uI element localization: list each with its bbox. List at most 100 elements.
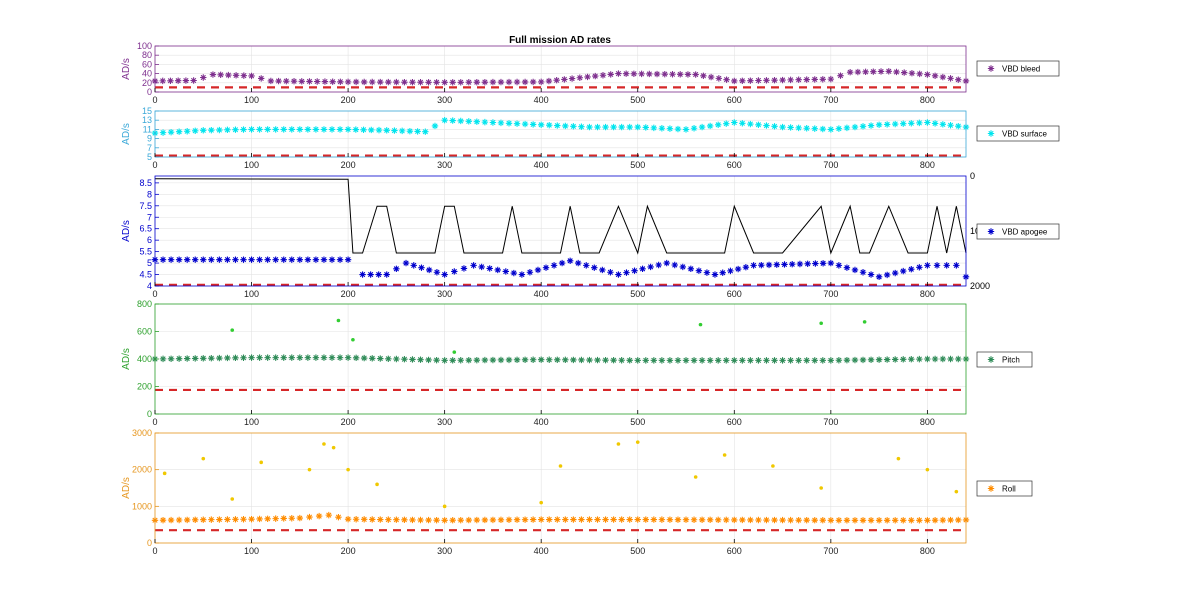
data-point bbox=[259, 460, 264, 465]
data-point bbox=[859, 356, 867, 364]
x-tick-label: 100 bbox=[244, 546, 259, 556]
data-point bbox=[561, 76, 568, 83]
data-point bbox=[248, 256, 255, 263]
data-point bbox=[658, 516, 666, 523]
data-point bbox=[634, 357, 641, 364]
data-point bbox=[529, 516, 537, 523]
data-point bbox=[473, 356, 481, 364]
data-point bbox=[288, 515, 295, 522]
data-point bbox=[418, 264, 425, 271]
data-point bbox=[216, 354, 223, 362]
data-point bbox=[224, 256, 231, 263]
data-point bbox=[258, 75, 265, 82]
data-point bbox=[908, 265, 915, 273]
data-point bbox=[208, 126, 215, 134]
data-point bbox=[607, 71, 614, 78]
data-point bbox=[901, 69, 908, 76]
data-point bbox=[393, 355, 400, 363]
data-point bbox=[731, 357, 738, 364]
data-point bbox=[924, 71, 931, 78]
data-point bbox=[441, 117, 448, 124]
legend-marker bbox=[987, 228, 995, 235]
data-point bbox=[402, 259, 410, 267]
data-point bbox=[513, 356, 521, 364]
data-point bbox=[306, 78, 313, 85]
data-point bbox=[240, 72, 248, 79]
x-tick-label: 100 bbox=[244, 160, 259, 170]
data-point bbox=[337, 78, 344, 85]
data-point bbox=[283, 77, 290, 85]
data-point bbox=[398, 127, 406, 135]
data-point bbox=[851, 266, 859, 274]
data-point bbox=[862, 320, 867, 324]
data-point bbox=[505, 78, 513, 86]
data-point bbox=[837, 72, 844, 79]
data-point bbox=[867, 122, 875, 129]
data-point bbox=[763, 122, 770, 129]
legend-box bbox=[976, 223, 1060, 240]
data-point bbox=[298, 78, 305, 85]
data-point bbox=[554, 356, 561, 364]
data-point bbox=[367, 271, 374, 278]
data-point bbox=[312, 354, 320, 361]
data-point bbox=[425, 79, 432, 86]
plot-area bbox=[155, 111, 966, 157]
data-point bbox=[804, 260, 811, 267]
y-tick-label: 4 bbox=[147, 281, 152, 291]
data-point bbox=[883, 517, 891, 524]
data-point bbox=[175, 256, 183, 263]
data-point bbox=[537, 356, 545, 363]
legend-label: Roll bbox=[1002, 485, 1016, 494]
data-point bbox=[344, 515, 352, 523]
data-point bbox=[811, 76, 818, 83]
y-tick-label: 8.5 bbox=[139, 178, 152, 188]
data-point bbox=[442, 504, 447, 509]
data-point bbox=[666, 125, 674, 132]
data-point bbox=[731, 516, 738, 524]
axes-frame bbox=[154, 110, 967, 158]
data-point bbox=[360, 126, 367, 133]
data-point bbox=[867, 517, 875, 524]
data-point bbox=[192, 256, 199, 263]
x-tick-label: 700 bbox=[823, 289, 838, 299]
data-point bbox=[546, 121, 553, 129]
data-point bbox=[594, 516, 601, 523]
data-point bbox=[646, 70, 653, 78]
data-point bbox=[537, 78, 545, 86]
data-point bbox=[296, 354, 304, 361]
data-point bbox=[947, 355, 954, 363]
y-tick-label: 7 bbox=[147, 212, 152, 222]
data-point bbox=[916, 264, 923, 271]
data-point bbox=[811, 357, 818, 364]
data-point bbox=[497, 516, 505, 524]
data-point bbox=[513, 120, 521, 127]
x-tick-label: 0 bbox=[152, 417, 157, 427]
data-point bbox=[900, 356, 907, 363]
legend-label: VBD bleed bbox=[1002, 65, 1040, 74]
data-point bbox=[457, 79, 464, 86]
data-point bbox=[320, 256, 328, 263]
data-point bbox=[175, 355, 183, 362]
data-point bbox=[230, 328, 235, 332]
data-point bbox=[201, 456, 206, 461]
data-point bbox=[336, 126, 344, 133]
data-point bbox=[473, 516, 481, 524]
data-point bbox=[417, 79, 424, 86]
data-point bbox=[167, 77, 174, 84]
data-point bbox=[779, 516, 786, 524]
x-tick-label: 500 bbox=[630, 289, 645, 299]
data-point bbox=[787, 357, 794, 364]
data-point bbox=[433, 269, 441, 276]
data-point bbox=[275, 77, 282, 85]
data-point bbox=[167, 516, 175, 524]
data-point bbox=[896, 456, 901, 461]
data-point bbox=[843, 124, 851, 132]
data-point bbox=[900, 120, 907, 127]
data-point bbox=[433, 356, 440, 364]
data-point bbox=[599, 266, 606, 274]
data-point bbox=[578, 123, 585, 130]
y-axis-label: AD/s bbox=[121, 220, 132, 242]
y-tick-label: 5 bbox=[147, 152, 152, 162]
data-point bbox=[409, 78, 416, 86]
